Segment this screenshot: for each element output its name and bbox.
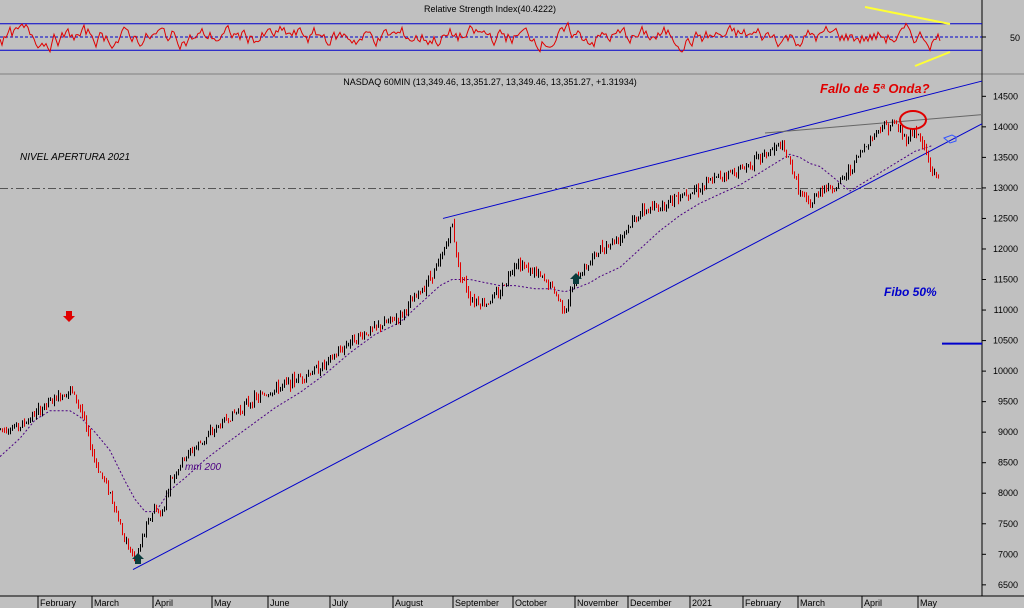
price-y-axis: 6500 7000 7500 8000 8500 9000 9500 10000 10500 11… <box>982 91 1018 590</box>
x-tick-label: December <box>630 598 672 608</box>
resistance-trendline <box>442 80 983 219</box>
y-tick-label: 8000 <box>998 488 1018 498</box>
x-axis: February March April May June July August Septe… <box>37 596 938 608</box>
rsi-upper-trendline <box>864 6 951 25</box>
y-tick-label: 7500 <box>998 519 1018 529</box>
y-tick-label: 12500 <box>993 213 1018 223</box>
price-layer <box>0 80 983 571</box>
x-tick-label: April <box>155 598 173 608</box>
x-tick-label: April <box>864 598 882 608</box>
rsi-title: Relative Strength Index(40.4222) <box>424 4 556 14</box>
red-down-arrow <box>63 311 75 322</box>
grey-trendline <box>764 114 983 134</box>
support-trendline <box>132 123 983 571</box>
x-tick-label: June <box>270 598 290 608</box>
y-tick-label: 9500 <box>998 397 1018 407</box>
october-up-arrow <box>570 273 582 284</box>
y-tick-label: 8500 <box>998 458 1018 468</box>
x-tick-label: 2021 <box>692 598 712 608</box>
bottom-up-arrow <box>132 553 144 564</box>
fibo-label: Fibo 50% <box>884 285 937 299</box>
y-tick-label: 14500 <box>993 91 1018 101</box>
y-tick-label: 12000 <box>993 244 1018 254</box>
y-tick-label: 6500 <box>998 580 1018 590</box>
price-panel <box>0 76 982 594</box>
x-tick-label: February <box>745 598 782 608</box>
y-tick-label: 10500 <box>993 336 1018 346</box>
apertura-label: NIVEL APERTURA 2021 <box>20 152 130 163</box>
x-tick-label: September <box>455 598 499 608</box>
x-tick-label: October <box>515 598 547 608</box>
y-tick-label: 11500 <box>994 275 1018 285</box>
ma200-line <box>0 144 934 513</box>
x-tick-label: March <box>94 598 119 608</box>
price-title: NASDAQ 60MIN (13,349.46, 13,351.27, 13,3… <box>343 77 636 87</box>
y-tick-label: 14000 <box>993 122 1018 132</box>
x-tick-label: August <box>395 598 424 608</box>
x-tick-label: May <box>920 598 938 608</box>
y-tick-label: 10000 <box>993 366 1018 376</box>
rsi-layer <box>0 6 986 67</box>
x-tick-label: May <box>214 598 232 608</box>
y-tick-label: 13500 <box>993 152 1018 162</box>
mm200-label: mm 200 <box>185 462 222 473</box>
y-tick-label: 7000 <box>998 549 1018 559</box>
rsi-lower-trendline <box>914 51 951 67</box>
x-tick-label: March <box>800 598 825 608</box>
y-tick-label: 11000 <box>994 305 1018 315</box>
x-tick-label: July <box>332 598 349 608</box>
y-tick-label: 9000 <box>998 427 1018 437</box>
rsi-line <box>0 21 941 54</box>
rsi-level-label: 50 <box>1010 33 1020 43</box>
fallo-label: Fallo de 5ª Onda? <box>820 81 930 96</box>
top-circle <box>899 110 927 130</box>
hand-pointer-icon <box>943 134 957 144</box>
y-tick-label: 13000 <box>993 183 1018 193</box>
x-tick-label: November <box>577 598 619 608</box>
x-tick-label: February <box>40 598 77 608</box>
